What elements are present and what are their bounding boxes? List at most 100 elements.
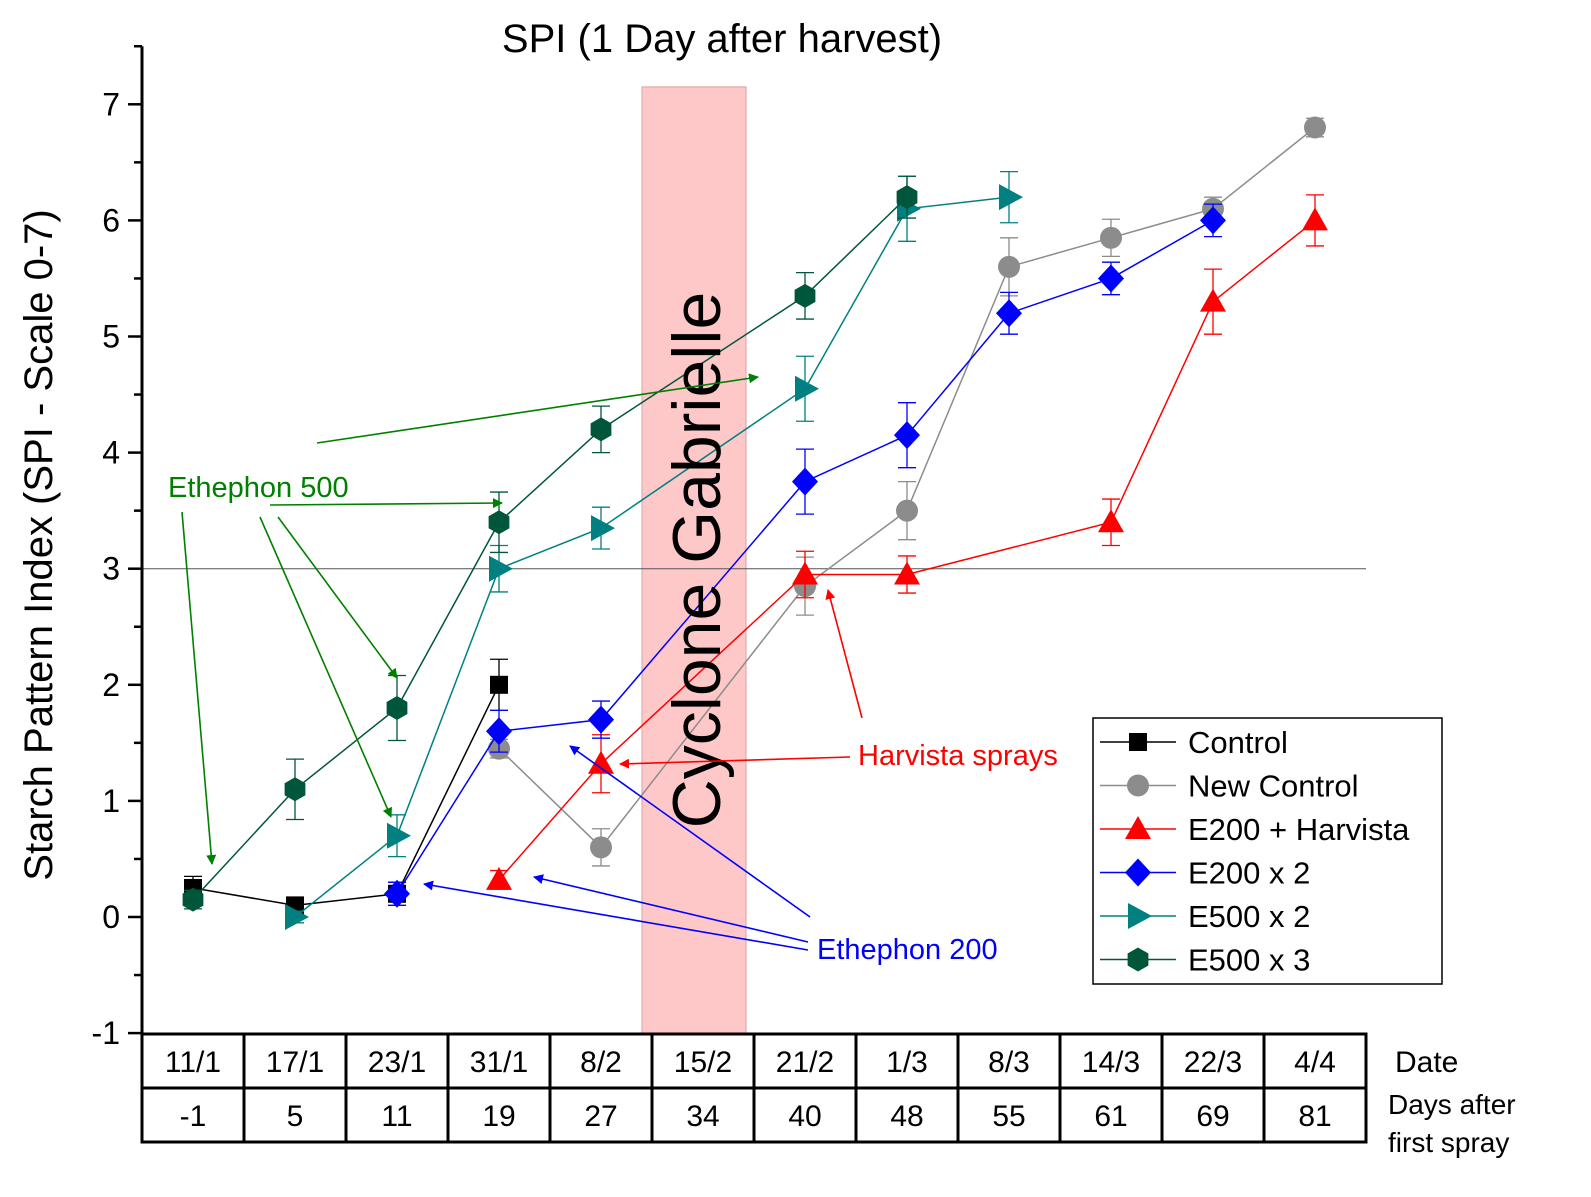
series-2 <box>486 194 1328 890</box>
legend-entry: New Control <box>1100 769 1359 804</box>
legend-label: E500 x 2 <box>1188 899 1310 934</box>
data-point <box>387 822 411 849</box>
data-point <box>896 185 918 210</box>
chart-title: SPI (1 Day after harvest) <box>502 17 942 61</box>
data-point <box>386 696 408 721</box>
legend: Control New Control E200 + Harvista E200 x … <box>1092 717 1443 985</box>
data-point <box>1100 226 1122 249</box>
y-tick-label: 7 <box>102 86 120 122</box>
x-tick-label-days: 11 <box>381 1100 412 1133</box>
legend-marker <box>1129 733 1147 751</box>
legend-marker <box>1127 947 1149 972</box>
y-tick-label: 1 <box>102 783 120 819</box>
data-point <box>182 887 204 912</box>
x-tick-label-date: 21/2 <box>776 1046 834 1079</box>
series-line <box>192 684 500 907</box>
event-band-label: Cyclone Gabrielle <box>659 292 735 829</box>
data-point <box>489 555 513 582</box>
y-tick-label: 0 <box>102 899 120 935</box>
ethephon-500-arrow <box>259 516 392 818</box>
legend-entries: Control New Control E200 + Harvista E200 x … <box>1100 725 1410 978</box>
data-point <box>1304 116 1326 139</box>
y-tick-label: 6 <box>102 202 120 238</box>
x-axis-table: 11/1 17/1 23/1 31/1 8/2 15/2 21/2 1/3 8/3 14/3 22/… <box>140 1032 1516 1158</box>
ethephon-500-arrow <box>277 516 398 679</box>
harvista-arrow <box>825 589 863 719</box>
data-point <box>1098 264 1124 293</box>
y-tick-label: -1 <box>92 1015 120 1051</box>
ethephon-200-arrow <box>423 880 809 951</box>
ethephon-200-arrow <box>533 874 809 943</box>
x-tick-label-date: 22/3 <box>1184 1046 1242 1079</box>
legend-entry: Control <box>1100 725 1288 760</box>
ethephon-200-arrow <box>569 745 811 918</box>
legend-label: E200 x 2 <box>1188 856 1310 891</box>
data-point <box>1200 206 1226 235</box>
legend-label: E200 + Harvista <box>1188 812 1410 847</box>
harvista-arrow <box>619 756 851 769</box>
data-point <box>488 510 510 535</box>
x-tick-label-days: 19 <box>482 1100 515 1133</box>
x-tick-label-days: 48 <box>890 1100 923 1133</box>
data-point <box>1302 207 1328 231</box>
data-point <box>486 866 512 890</box>
data-point <box>794 283 816 308</box>
series-3 <box>384 203 1226 908</box>
data-point <box>285 904 309 930</box>
legend-entry: E500 x 3 <box>1100 943 1310 978</box>
x-tick-label-date: 23/1 <box>368 1046 426 1079</box>
legend-label: New Control <box>1188 769 1359 804</box>
data-point <box>384 879 410 908</box>
data-point <box>588 705 614 734</box>
data-point <box>1098 509 1124 533</box>
data-point <box>795 375 819 402</box>
data-point <box>894 421 920 450</box>
data-point <box>792 561 818 585</box>
x-tick-label-days: 55 <box>992 1100 1025 1133</box>
x-tick-label-date: 14/3 <box>1082 1046 1140 1079</box>
event-band <box>641 86 747 1034</box>
ethephon-500-arrow <box>181 511 217 865</box>
data-point <box>896 499 918 522</box>
data-point <box>588 750 614 774</box>
ethephon-500-arrow <box>316 373 759 444</box>
legend-marker <box>1128 903 1152 929</box>
data-point <box>590 836 612 859</box>
y-tick-label: 2 <box>102 667 120 703</box>
data-point <box>894 561 920 585</box>
series-line <box>396 219 1214 895</box>
legend-marker <box>1127 774 1149 797</box>
legend-marker <box>1125 858 1151 887</box>
annotation-arrows <box>181 373 863 951</box>
data-point <box>996 299 1022 328</box>
data-point <box>486 717 512 746</box>
legend-box <box>1092 717 1443 985</box>
annotation-ethephon-200: Ethephon 200 <box>817 934 998 966</box>
ethephon-500-arrow <box>269 498 503 509</box>
x-tick-label-date: 8/3 <box>988 1046 1030 1079</box>
x-tick-label-date: 8/2 <box>580 1046 622 1079</box>
x-tick-label-date: 11/1 <box>165 1046 221 1079</box>
data-point <box>490 675 508 694</box>
x-tick-label-date: 4/4 <box>1294 1046 1336 1079</box>
row-label-date: Date <box>1395 1046 1458 1079</box>
event-band-layer <box>641 86 747 1034</box>
y-tick-label: 4 <box>102 435 120 471</box>
x-tick-label-days: 27 <box>584 1100 617 1133</box>
data-point <box>284 777 306 802</box>
legend-entry: E500 x 2 <box>1100 899 1310 934</box>
legend-label: E500 x 3 <box>1188 943 1310 978</box>
x-tick-label-days: 69 <box>1196 1100 1229 1133</box>
data-point <box>1200 288 1226 312</box>
x-tick-label-days: 81 <box>1298 1100 1331 1133</box>
x-tick-label-days: -1 <box>180 1100 207 1133</box>
data-point <box>998 255 1020 278</box>
legend-label: Control <box>1188 725 1288 760</box>
x-tick-label-days: 5 <box>287 1100 304 1133</box>
annotation-harvista-sprays: Harvista sprays <box>858 740 1058 772</box>
row-label-days: first spray <box>1388 1127 1509 1158</box>
data-point <box>590 417 612 442</box>
legend-entry: E200 + Harvista <box>1100 812 1410 847</box>
legend-entry: E200 x 2 <box>1100 856 1310 891</box>
